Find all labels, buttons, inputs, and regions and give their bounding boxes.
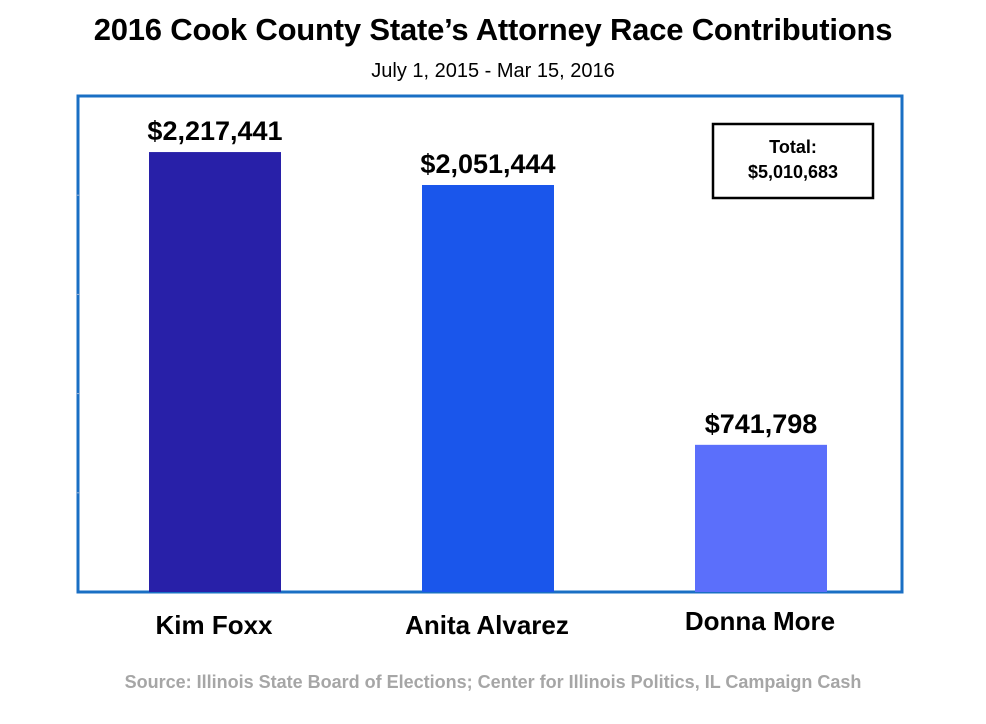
bar-kim-foxx	[149, 152, 281, 593]
bar-anita-alvarez	[422, 184, 554, 592]
total-annotation-label: Total:	[769, 137, 817, 157]
total-annotation-box	[711, 122, 875, 200]
bar-donna-more	[695, 444, 827, 592]
data-label: $741,798	[705, 409, 818, 439]
chart-title: 2016 Cook County State’s Attorney Race C…	[93, 12, 893, 47]
x-tick-label: Donna More	[685, 606, 835, 636]
data-label: $2,217,441	[147, 116, 282, 146]
total-annotation-value: $5,010,683	[748, 162, 838, 182]
x-tick-label: Kim Foxx	[155, 610, 273, 640]
x-tick-label: Anita Alvarez	[405, 610, 569, 640]
source-note: Source: Illinois State Board of Election…	[124, 672, 862, 692]
chart-subtitle: July 1, 2015 - Mar 15, 2016	[371, 60, 615, 82]
data-label: $2,051,444	[420, 149, 555, 179]
